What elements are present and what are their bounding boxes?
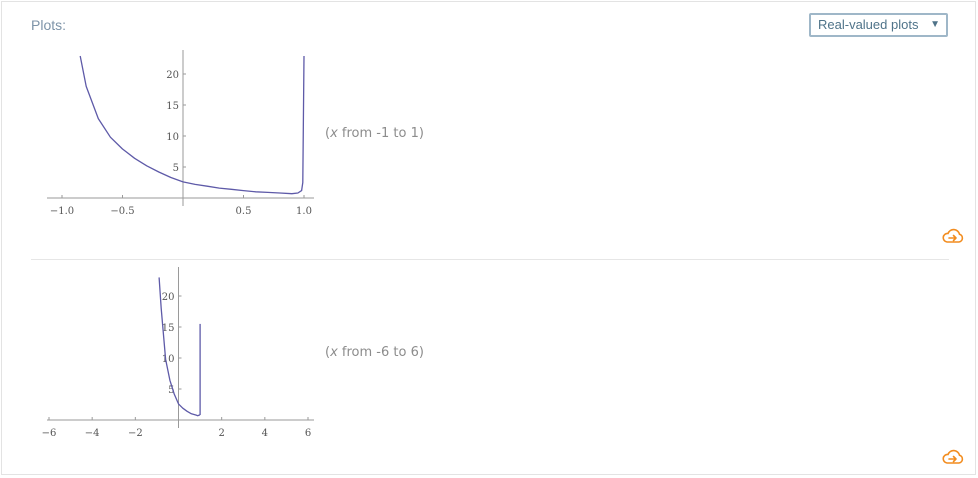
y-tick-label: 10 (162, 354, 175, 365)
plot-divider (31, 259, 949, 260)
x-tick-label: 0.5 (236, 206, 252, 217)
x-tick: 6 (305, 417, 311, 439)
x-tick: 4 (262, 417, 268, 439)
x-tick: −6 (42, 417, 57, 439)
y-tick-label: 15 (162, 323, 175, 334)
dropdown-selected-label: Real-valued plots (818, 17, 919, 32)
y-tick: 15 (166, 101, 186, 112)
y-tick: 5 (173, 163, 186, 174)
plot-1-range-label: (x from -1 to 1) (325, 126, 424, 141)
y-tick: 10 (162, 354, 182, 365)
triangle-down-icon: ▼ (930, 19, 940, 30)
y-tick: 5 (168, 385, 182, 396)
y-tick: 20 (162, 292, 182, 303)
x-tick-label: −1.0 (50, 206, 74, 217)
plot-2-range-label: (x from -6 to 6) (325, 345, 424, 360)
plot-type-dropdown[interactable]: Real-valued plots ▼ (809, 13, 948, 37)
y-tick: 10 (166, 132, 186, 143)
x-tick: 0.5 (236, 195, 252, 217)
x-tick-label: −6 (42, 428, 57, 439)
y-tick-label: 5 (168, 385, 174, 396)
x-tick: −2 (128, 417, 143, 439)
y-tick: 20 (166, 70, 186, 81)
series-line (79, 55, 305, 195)
x-tick-label: −4 (85, 428, 100, 439)
x-tick: −0.5 (110, 195, 135, 217)
x-tick: 2 (218, 417, 225, 439)
y-tick-label: 15 (166, 101, 179, 112)
y-tick-label: 20 (162, 292, 175, 303)
y-tick-label: 20 (166, 70, 179, 81)
y-tick-label: 10 (166, 132, 179, 143)
x-tick-label: −0.5 (110, 206, 134, 217)
x-tick-label: 6 (305, 428, 311, 439)
series-line (158, 277, 201, 417)
x-tick-label: 1.0 (296, 206, 312, 217)
pod-title: Plots: (31, 17, 67, 33)
x-tick-label: −2 (128, 428, 143, 439)
x-tick-label: 2 (218, 428, 224, 439)
x-tick: 1.0 (296, 195, 312, 217)
y-tick-label: 5 (173, 163, 179, 174)
cloud-export-icon[interactable] (942, 227, 964, 250)
cloud-export-icon[interactable] (942, 448, 964, 471)
x-tick: −1.0 (50, 195, 74, 217)
x-tick-label: 4 (262, 428, 268, 439)
y-tick: 15 (162, 323, 182, 334)
x-tick: −4 (85, 417, 100, 439)
